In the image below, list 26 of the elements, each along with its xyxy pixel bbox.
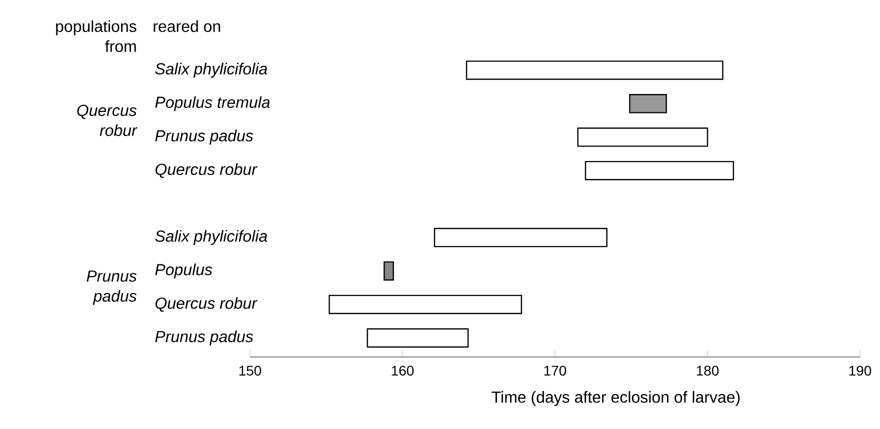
y-tick-label: Populus tremula (155, 96, 270, 112)
y-tick-label: Salix phylicifolia (155, 62, 268, 78)
text: reared on (154, 20, 220, 32)
y-tick-label: Populus (155, 264, 212, 278)
bar (466, 60, 724, 80)
y-tick-label: Prunus padus (155, 330, 254, 346)
bar (629, 94, 667, 114)
bar (328, 294, 522, 314)
y-tick-label: Quercus robur (156, 297, 258, 312)
x-tick-label: 160 (392, 366, 414, 376)
bar (434, 228, 608, 248)
y-tick-label: Salix phylicifolia (155, 230, 268, 245)
bar (384, 261, 394, 281)
y-tick-label: Quercus robur (156, 163, 258, 178)
x-tick-label: 180 (696, 366, 719, 376)
bar (366, 328, 469, 348)
y-tick-label: Prunus padus (155, 130, 254, 145)
x-axis-title: Time (days after eclosion of larvae) (492, 391, 740, 406)
x-tick-label: 150 (239, 366, 262, 376)
x-tick-label: 170 (544, 366, 566, 376)
x-tick-label: 190 (849, 366, 872, 376)
bar (577, 128, 708, 147)
text: populations from (56, 20, 136, 52)
bar (584, 160, 734, 180)
text: Quercus robur (77, 104, 138, 136)
text: Prunus padus (86, 270, 137, 305)
